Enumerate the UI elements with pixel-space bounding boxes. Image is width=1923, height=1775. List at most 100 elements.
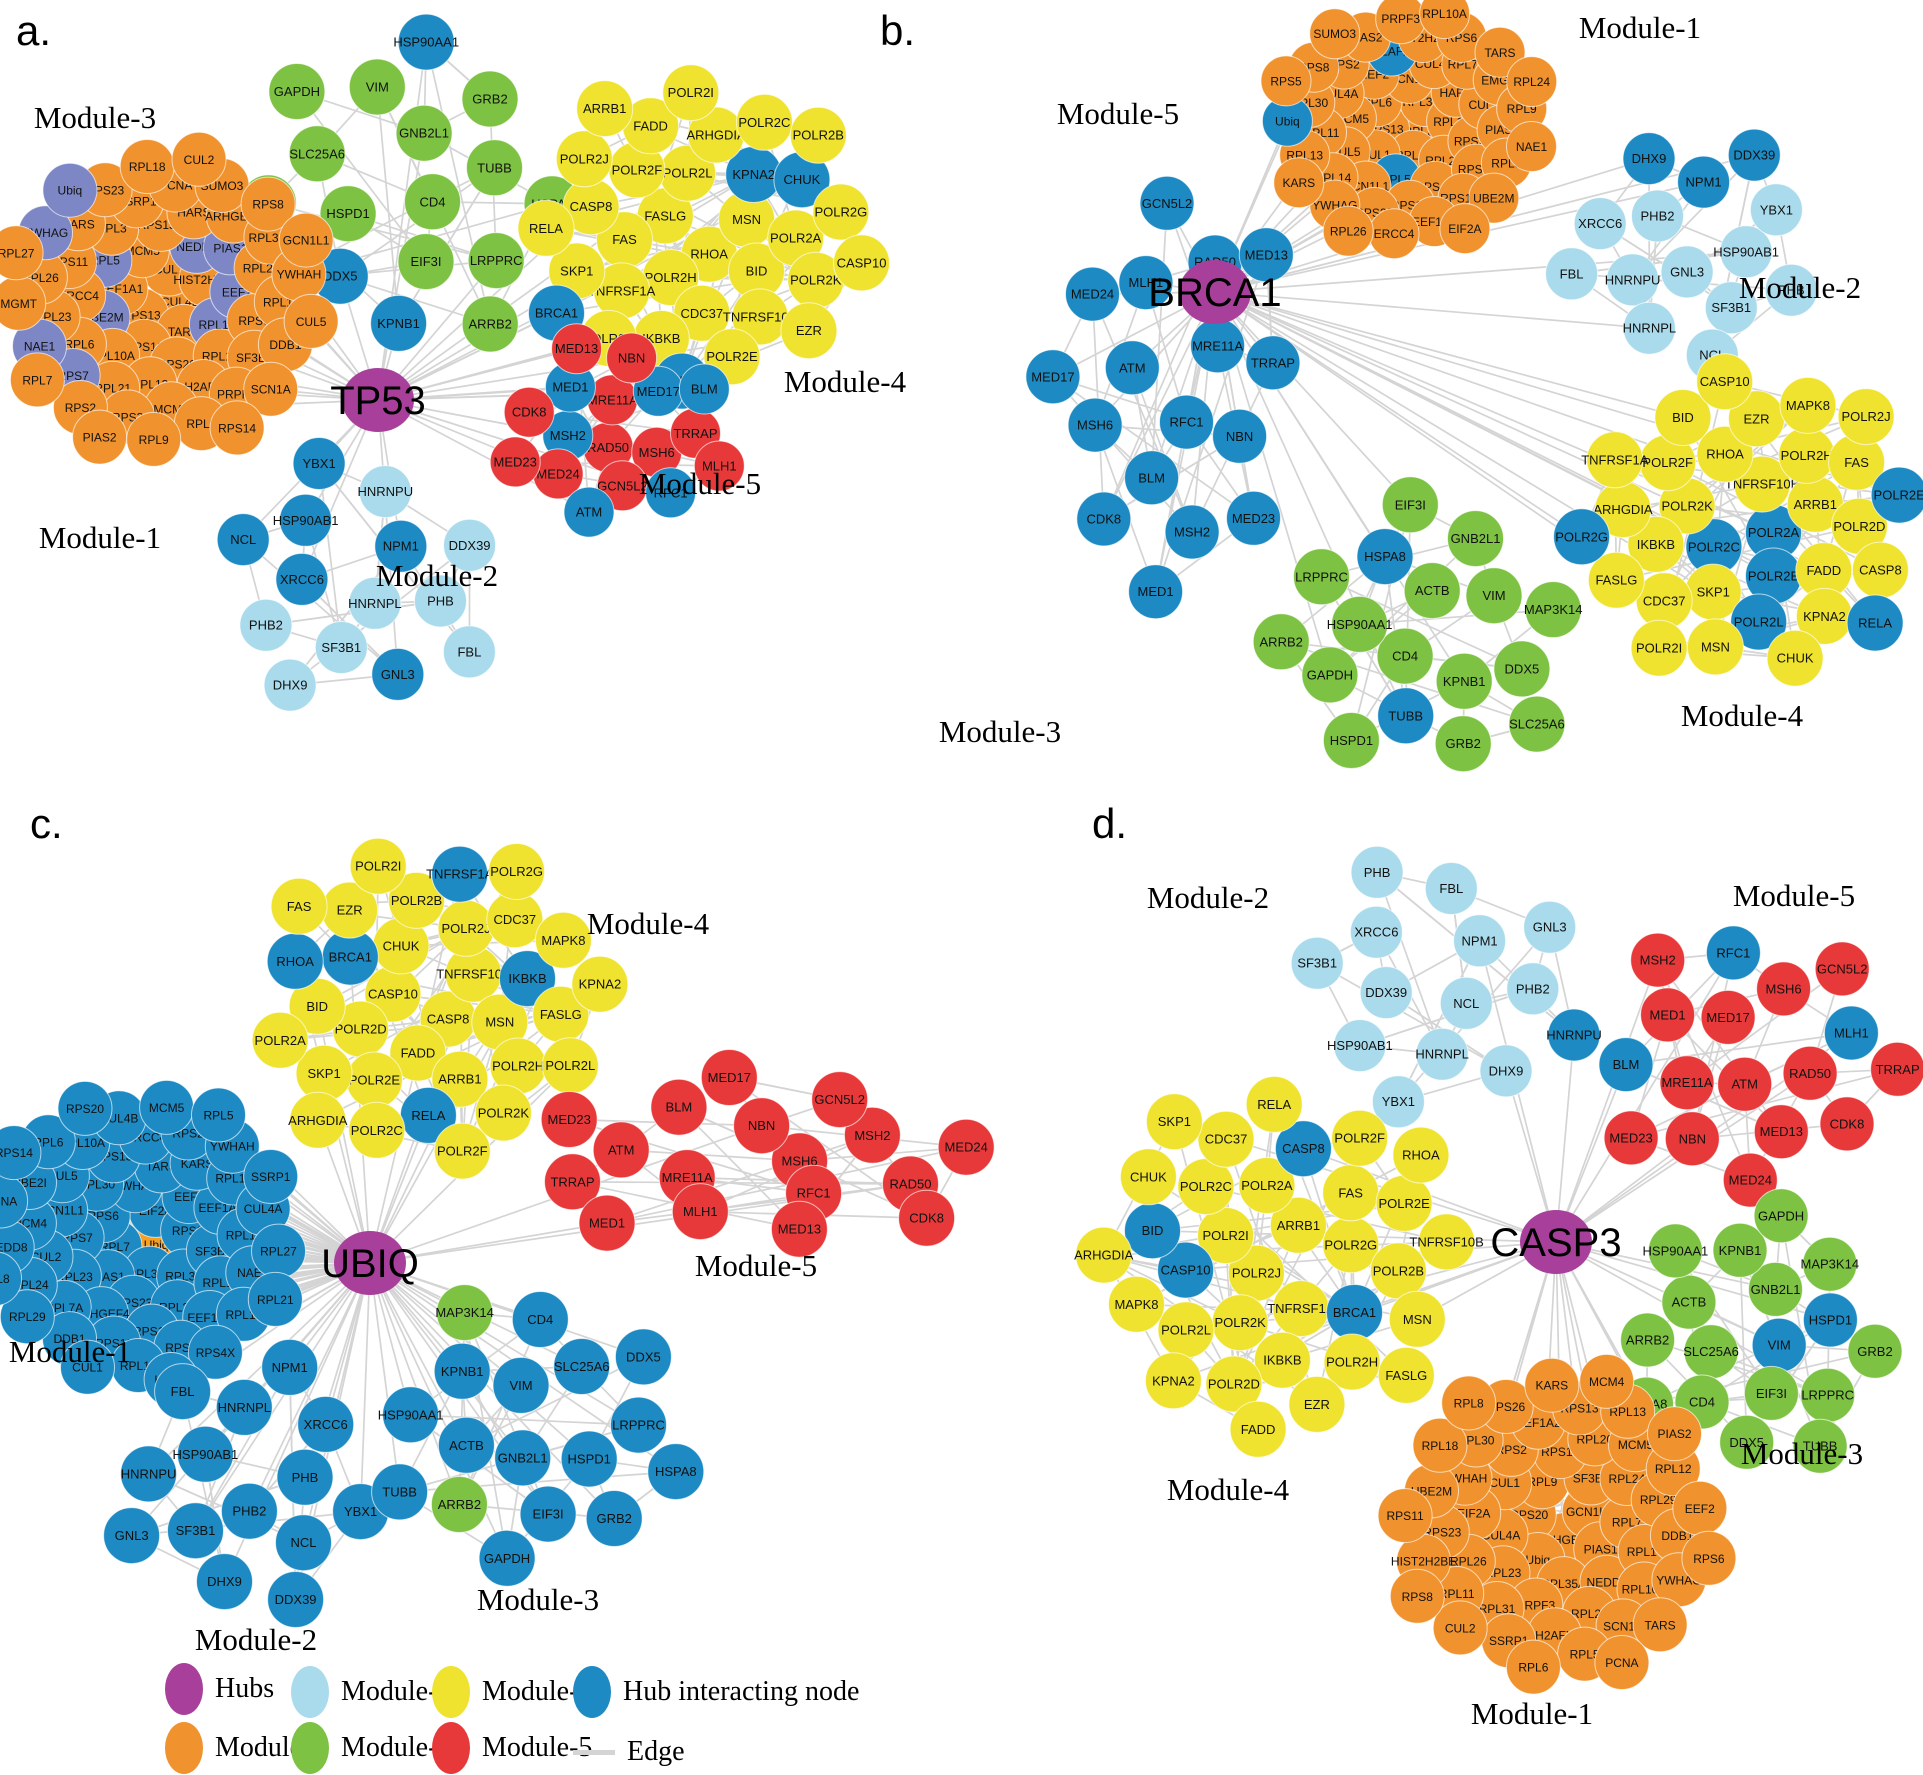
node-med23[interactable]: MED23	[1603, 1110, 1659, 1166]
node-fbl[interactable]: FBL	[1424, 862, 1478, 915]
node-mcm5[interactable]: MCM5	[139, 1079, 195, 1135]
node-sf3b1[interactable]: SF3B1	[314, 621, 368, 674]
node-chuk[interactable]: CHUK	[1766, 629, 1824, 687]
node-slc25a6[interactable]: SLC25A6	[288, 125, 346, 183]
node-rps14[interactable]: RPS14	[209, 400, 265, 456]
node-tubb[interactable]: TUBB	[466, 139, 523, 197]
node-rps8[interactable]: RPS8	[1389, 1568, 1445, 1624]
node-trrap[interactable]: TRRAP	[1870, 1041, 1923, 1097]
node-brca1[interactable]: BRCA1	[1326, 1284, 1383, 1341]
node-grb2[interactable]: GRB2	[1434, 715, 1492, 773]
node-rpl9[interactable]: RPL9	[126, 411, 182, 467]
node-nbn[interactable]: NBN	[1664, 1111, 1720, 1167]
node-hspd1[interactable]: HSPD1	[319, 185, 377, 243]
node-polr2c[interactable]: POLR2C	[735, 93, 793, 151]
node-vim[interactable]: VIM	[1465, 567, 1523, 625]
node-msn[interactable]: MSN	[718, 190, 776, 248]
node-lrpprc[interactable]: LRPPRC	[1800, 1367, 1856, 1423]
node-hspd1[interactable]: HSPD1	[1802, 1292, 1858, 1348]
node-map3k14[interactable]: MAP3K14	[435, 1284, 494, 1342]
node-msn[interactable]: MSN	[1388, 1290, 1446, 1348]
node-grb2[interactable]: GRB2	[461, 70, 519, 128]
node-med13[interactable]: MED13	[1753, 1104, 1809, 1160]
node-polr2l[interactable]: POLR2L	[541, 1037, 599, 1095]
node-slc25a6[interactable]: SLC25A6	[1683, 1324, 1739, 1380]
node-gapdh[interactable]: GAPDH	[1753, 1188, 1809, 1244]
node-polr2h[interactable]: POLR2H	[1778, 426, 1836, 484]
node-blm[interactable]: BLM	[678, 363, 730, 415]
node-polr2e[interactable]: POLR2E	[1870, 466, 1923, 524]
node-hnrnpl[interactable]: HNRNPL	[1415, 1027, 1469, 1081]
node-rela[interactable]: RELA	[1245, 1075, 1303, 1133]
node-cdc37[interactable]: CDC37	[486, 891, 544, 949]
node-ddx39[interactable]: DDX39	[267, 1571, 325, 1628]
node-sf3b1[interactable]: SF3B1	[167, 1502, 224, 1560]
node-polr2j[interactable]: POLR2J	[1837, 388, 1895, 446]
node-kars[interactable]: KARS	[1273, 157, 1325, 209]
node-rpl18[interactable]: RPL18	[119, 139, 175, 194]
node-mgmt[interactable]: MGMT	[0, 275, 47, 331]
node-med23[interactable]: MED23	[1226, 490, 1281, 546]
node-circle[interactable]	[283, 293, 339, 349]
node-rpl6[interactable]: RPL6	[1505, 1639, 1561, 1695]
node-med17[interactable]: MED17	[700, 1049, 758, 1106]
node-mapk8[interactable]: MAPK8	[1779, 376, 1837, 434]
node-polr2f[interactable]: POLR2F	[608, 141, 666, 199]
node-rpl5[interactable]: RPL5	[191, 1087, 246, 1143]
node-rpl8[interactable]: RPL8	[1441, 1375, 1497, 1431]
node-mre11a[interactable]: MRE11A	[1659, 1055, 1715, 1111]
node-xrcc6[interactable]: XRCC6	[1573, 197, 1627, 251]
node-actb[interactable]: ACTB	[1403, 562, 1461, 620]
node-circle[interactable]	[240, 176, 296, 232]
hub-casp3[interactable]: CASP3	[1490, 1210, 1622, 1274]
node-slc25a6[interactable]: SLC25A6	[553, 1338, 611, 1395]
node-polr2j[interactable]: POLR2J	[555, 130, 613, 188]
node-hnrnpl[interactable]: HNRNPL	[215, 1378, 273, 1436]
node-map3k14[interactable]: MAP3K14	[1524, 581, 1583, 639]
node-atm[interactable]: ATM	[592, 1121, 650, 1179]
node-eif3i[interactable]: EIF3I	[519, 1485, 577, 1543]
node-kpna2[interactable]: KPNA2	[571, 955, 629, 1013]
node-gcn5l2[interactable]: GCN5L2	[811, 1071, 869, 1129]
node-circle[interactable]	[348, 58, 406, 116]
node-ncl[interactable]: NCL	[216, 513, 270, 567]
node-polr2c[interactable]: POLR2C	[348, 1101, 406, 1159]
node-atm[interactable]: ATM	[1717, 1056, 1773, 1112]
node-circle[interactable]	[397, 13, 455, 71]
node-prpf3[interactable]: PRPF3	[1375, 0, 1427, 45]
node-kpnb1[interactable]: KPNB1	[1435, 652, 1493, 710]
node-xrcc6[interactable]: XRCC6	[275, 552, 329, 606]
node-faslg[interactable]: FASLG	[636, 187, 694, 245]
node-med23[interactable]: MED23	[489, 436, 541, 488]
node-map3k14[interactable]: MAP3K14	[1801, 1236, 1860, 1292]
node-polr2j[interactable]: POLR2J	[437, 899, 495, 957]
node-fbl[interactable]: FBL	[1545, 247, 1599, 301]
node-chuk[interactable]: CHUK	[1119, 1148, 1177, 1206]
node-mre11a[interactable]: MRE11A	[1190, 318, 1246, 374]
node-vim[interactable]: VIM	[348, 58, 406, 116]
node-cdk8[interactable]: CDK8	[503, 386, 555, 438]
node-circle[interactable]	[209, 400, 265, 456]
node-pcna[interactable]: PCNA	[1594, 1635, 1650, 1690]
node-rps11[interactable]: RPS11	[1377, 1488, 1433, 1544]
node-bid[interactable]: BID	[728, 242, 785, 300]
node-med1[interactable]: MED1	[1640, 987, 1696, 1043]
node-ddx39[interactable]: DDX39	[1359, 966, 1413, 1020]
node-rhoa[interactable]: RHOA	[266, 932, 324, 990]
node-hsp90ab1[interactable]: HSP90AB1	[1327, 1019, 1393, 1073]
node-hnrnpl[interactable]: HNRNPL	[1623, 301, 1676, 355]
node-circle[interactable]	[461, 295, 519, 353]
node-hsp90aa1[interactable]: HSP90AA1	[393, 13, 459, 71]
node-msh6[interactable]: MSH6	[1756, 961, 1812, 1017]
node-gcn1l1[interactable]: GCN1L1	[278, 212, 334, 268]
node-nbn[interactable]: NBN	[1212, 408, 1268, 464]
node-phb2[interactable]: PHB2	[1631, 189, 1684, 243]
node-polr2g[interactable]: POLR2G	[1322, 1216, 1380, 1274]
node-dhx9[interactable]: DHX9	[196, 1553, 253, 1611]
node-sf3b1[interactable]: SF3B1	[1290, 936, 1344, 990]
node-ddx5[interactable]: DDX5	[1493, 640, 1551, 698]
node-med23[interactable]: MED23	[540, 1091, 598, 1148]
node-mlh1[interactable]: MLH1	[1823, 1005, 1879, 1061]
node-polr2g[interactable]: POLR2G	[488, 843, 546, 900]
node-circle[interactable]	[278, 212, 334, 268]
